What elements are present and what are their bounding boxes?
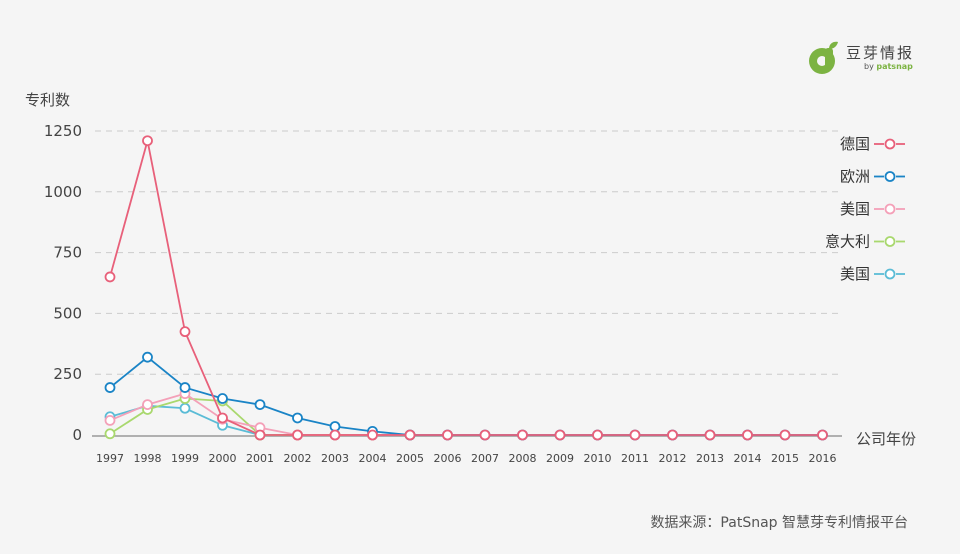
logo-name: 豆芽情报 <box>846 44 915 62</box>
legend-label: 意大利 <box>825 233 870 251</box>
legend-label: 美国 <box>840 200 870 218</box>
data-point <box>742 429 753 441</box>
x-axis-title: 公司年份 <box>856 430 916 448</box>
sprout-logo-icon <box>809 41 838 74</box>
data-point <box>517 429 528 441</box>
x-tick-label: 1997 <box>96 452 124 465</box>
data-point <box>479 429 491 441</box>
data-point <box>142 135 153 147</box>
x-tick-label: 2005 <box>396 452 424 465</box>
data-point <box>254 429 266 441</box>
data-point <box>104 271 116 283</box>
legend-marker <box>884 138 896 150</box>
y-tick-label: 250 <box>53 365 82 383</box>
data-source: 数据来源：PatSnap 智慧芽专利情报平台 <box>650 515 908 531</box>
legend-label: 欧洲 <box>840 168 870 186</box>
data-point <box>629 429 641 441</box>
x-tick-label: 2000 <box>209 452 237 465</box>
data-point <box>142 351 153 363</box>
x-tick-label: 2007 <box>471 452 499 465</box>
data-point <box>404 429 416 441</box>
data-point <box>179 402 191 414</box>
x-tick-label: 2003 <box>321 452 349 465</box>
x-tick-label: 2001 <box>246 452 274 465</box>
x-tick-label: 1998 <box>134 452 162 465</box>
data-point <box>292 429 303 441</box>
legend-marker <box>884 203 896 215</box>
logo-brand: patsnap <box>876 62 913 71</box>
data-point <box>104 428 116 440</box>
data-point <box>367 429 378 441</box>
data-point <box>554 429 566 441</box>
x-tick-label: 2012 <box>659 452 687 465</box>
series-line <box>109 140 823 436</box>
legend-label: 美国 <box>840 265 870 283</box>
data-point <box>179 326 191 338</box>
data-point <box>104 415 116 426</box>
logo-by: by <box>864 62 874 71</box>
x-tick-label: 2015 <box>771 452 799 465</box>
data-point <box>104 382 116 393</box>
data-point <box>779 429 791 441</box>
y-tick-label: 750 <box>53 244 82 262</box>
x-tick-label: 2004 <box>359 452 387 465</box>
data-point <box>592 429 603 441</box>
data-point <box>179 382 191 393</box>
y-tick-label: 0 <box>72 426 82 444</box>
data-point <box>292 412 303 424</box>
data-point <box>667 429 678 441</box>
x-tick-label: 2009 <box>546 452 574 465</box>
data-point <box>329 429 341 441</box>
x-tick-label: 2014 <box>734 452 762 465</box>
x-tick-label: 1999 <box>171 452 199 465</box>
data-point <box>817 429 828 441</box>
legend-marker <box>884 236 896 247</box>
data-point <box>217 412 228 424</box>
x-tick-label: 2008 <box>509 452 537 465</box>
y-tick-label: 1250 <box>44 122 82 140</box>
legend-marker <box>884 171 896 182</box>
x-tick-label: 2010 <box>584 452 612 465</box>
x-tick-label: 2002 <box>284 452 312 465</box>
legend-marker <box>884 268 896 280</box>
y-tick-label: 500 <box>53 304 82 322</box>
data-point <box>142 399 153 411</box>
x-tick-label: 2011 <box>621 452 649 465</box>
y-axis-title: 专利数 <box>25 91 70 109</box>
data-point <box>254 399 266 411</box>
x-tick-label: 2016 <box>809 452 837 465</box>
logo-byline: by patsnap <box>864 62 913 71</box>
y-tick-label: 1000 <box>44 183 82 201</box>
data-point <box>704 429 716 441</box>
x-tick-label: 2006 <box>434 452 462 465</box>
brand-logo: 豆芽情报 by patsnap <box>808 40 918 76</box>
data-point <box>217 393 228 404</box>
legend-label: 德国 <box>840 135 870 153</box>
x-tick-label: 2013 <box>696 452 724 465</box>
data-point <box>442 429 453 441</box>
